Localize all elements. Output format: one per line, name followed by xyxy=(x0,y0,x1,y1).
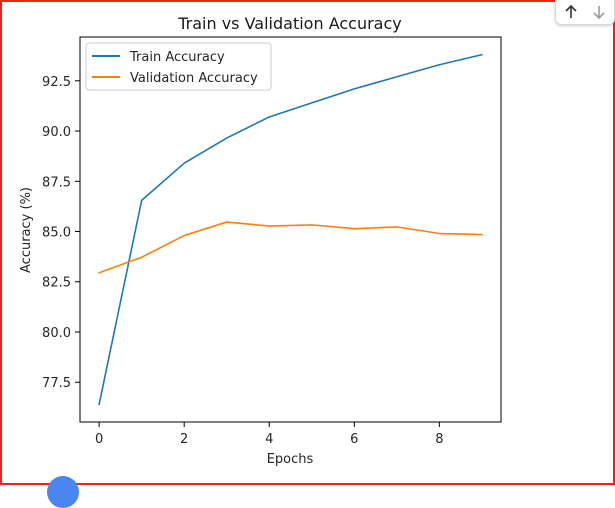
line-chart: Train vs Validation Accuracy 0 2 4 6 8 77.5 8… xyxy=(19,14,502,467)
y-axis: 77.5 80.0 82.5 85.0 87.5 90.0 92.5 xyxy=(42,75,80,391)
y-tick-label: 90.0 xyxy=(42,125,71,140)
arrow-up-icon xyxy=(565,4,577,18)
y-tick-label: 85.0 xyxy=(42,226,71,241)
y-tick-label: 77.5 xyxy=(42,376,71,391)
x-tick-label: 8 xyxy=(435,432,443,447)
floating-action-button[interactable] xyxy=(47,476,79,508)
y-tick-label: 87.5 xyxy=(42,175,71,190)
move-down-button[interactable] xyxy=(586,1,612,23)
viewport-frame xyxy=(0,0,615,485)
arrow-down-icon xyxy=(593,6,605,20)
train-accuracy-line xyxy=(98,53,483,406)
x-axis-label: Epochs xyxy=(267,452,314,467)
chart-title: Train vs Validation Accuracy xyxy=(177,14,402,33)
validation-accuracy-line xyxy=(98,221,483,274)
x-tick-label: 6 xyxy=(350,432,358,447)
cell-toolbar xyxy=(555,0,615,25)
y-tick-label: 92.5 xyxy=(42,75,71,90)
y-tick-label: 82.5 xyxy=(42,276,71,291)
series-layer xyxy=(98,53,483,406)
legend-label-validation: Validation Accuracy xyxy=(130,71,258,86)
legend-box xyxy=(85,42,272,91)
legend: Train Accuracy Validation Accuracy xyxy=(85,42,272,91)
x-tick-label: 2 xyxy=(180,432,188,447)
y-tick-label: 80.0 xyxy=(42,326,71,341)
y-axis-label: Accuracy (%) xyxy=(19,187,34,273)
plot-area xyxy=(79,36,502,423)
move-up-button[interactable] xyxy=(558,1,584,23)
legend-label-train: Train Accuracy xyxy=(129,50,225,65)
x-tick-label: 4 xyxy=(265,432,273,447)
x-tick-label: 0 xyxy=(95,432,103,447)
x-axis: 0 2 4 6 8 xyxy=(95,422,443,447)
